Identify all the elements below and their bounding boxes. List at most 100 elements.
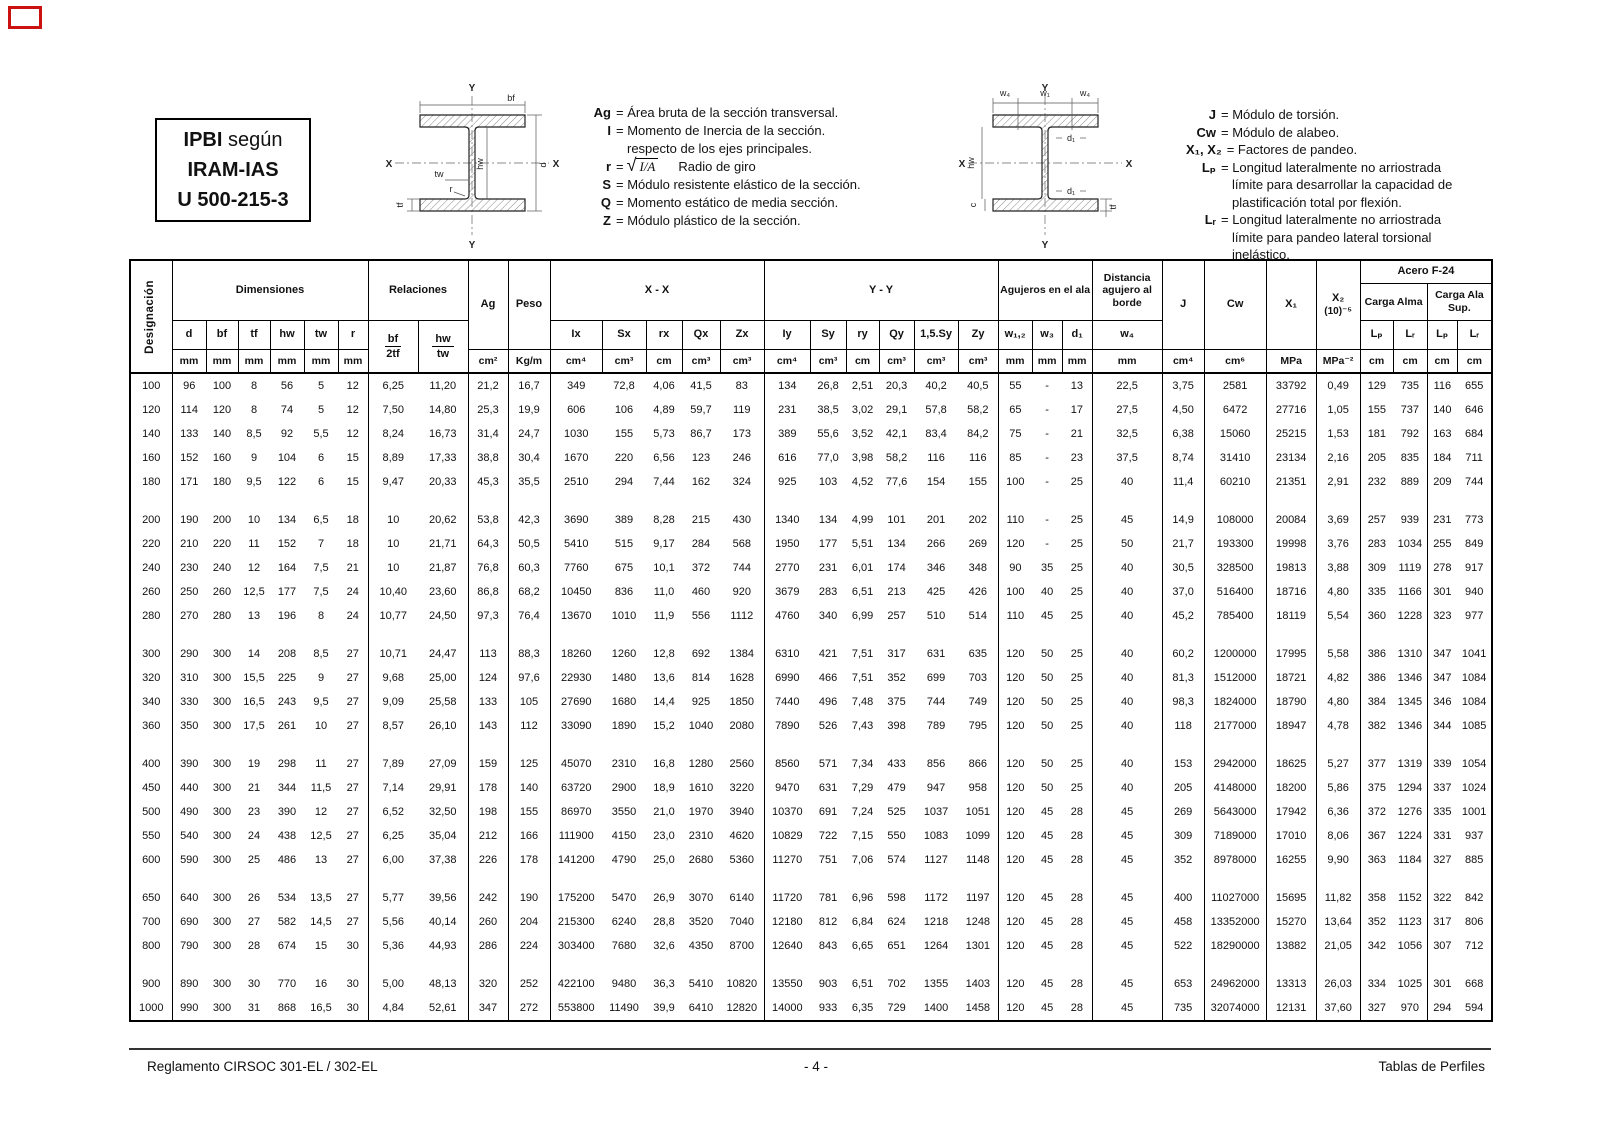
value-cell: 45 [1040,610,1054,622]
legend-text: = √ I/A Radio de giro [616,155,756,175]
value-cell: 27 [346,854,359,866]
value-cell: 88,3 [507,642,550,666]
value-cell: 29,1 [885,404,908,416]
unit-cell: cm⁶ [1203,349,1267,374]
value-cell: 27 [346,916,359,928]
unit-cell: cm³ [913,349,959,374]
sub-header-ry: ry [845,320,880,350]
sub-header-tw: tw [303,320,339,350]
value-cell: 806 [1464,916,1484,928]
value-cell: 342 [1359,934,1394,958]
value-cell: 6,5 [313,514,329,526]
value-cell: 421 [818,648,838,660]
axis-label-x-right: X [1126,159,1133,170]
value-cell: 246 [732,452,751,464]
value-cell: - [1045,514,1049,526]
legend-right-entry: límite para desarrollar la capacidad de [1186,176,1452,194]
value-cell: 6,51 [851,978,874,990]
value-cell: - [1045,476,1049,488]
value-cell: 433 [887,758,906,770]
value-cell: 4350 [688,940,714,952]
value-cell: 5,86 [1315,776,1361,800]
value-cell: 8,57 [367,714,418,738]
value-cell: 101 [887,514,906,526]
value-cell: 45 [1040,1002,1054,1014]
value-cell: 346 [1426,690,1458,714]
value-cell: 947 [926,782,946,794]
value-cell: 389 [614,514,634,526]
value-cell: 208 [277,648,297,660]
value-cell: 164 [277,562,297,574]
legend-right-entry: plastificación total por flexión. [1186,194,1452,212]
value-cell: 10,71 [367,642,418,666]
value-cell: 21 [247,782,261,794]
unit-cell: cm⁴ [763,349,811,374]
value-cell: 9,09 [367,690,418,714]
value-cell: 21,71 [428,538,457,550]
value-cell: 108000 [1203,508,1267,532]
value-cell: 13670 [549,604,602,628]
sub-header-Zx: Zx [719,320,765,350]
value-cell: 3,52 [851,428,874,440]
value-cell: 27 [247,916,261,928]
value-cell: 16 [314,978,328,990]
value-cell: 40 [1091,752,1163,776]
value-cell: 52,61 [428,1002,457,1014]
value-cell: 269 [1161,800,1205,824]
row-designation: 600 [142,854,161,866]
value-cell: 26,03 [1315,972,1361,996]
value-cell: 283 [818,586,838,598]
value-cell: 42,1 [885,428,908,440]
value-cell: 16,8 [653,758,675,770]
col-header-relaciones: Relaciones [367,259,469,321]
value-cell: 13,6 [653,672,675,684]
value-cell: 1850 [729,696,755,708]
row-designation: 200 [142,514,161,526]
value-cell: 28 [247,940,261,952]
value-cell: 174 [887,562,906,574]
value-cell: 4150 [611,830,637,842]
value-cell: 24 [247,830,261,842]
value-cell: 358 [1359,886,1394,910]
value-cell: 1025 [1397,978,1423,990]
value-cell: 1123 [1398,916,1422,928]
value-cell: 120 [997,666,1033,690]
col-header-x1: X₁ [1265,259,1317,350]
value-cell: 12180 [763,910,811,934]
value-cell: 1037 [923,806,949,818]
value-cell: 278 [1426,556,1458,580]
footer-regulation: Reglamento CIRSOC 301-EL / 302-EL [147,1059,378,1074]
sub-header-w4: w₄ [1091,320,1163,350]
value-cell: 330 [171,690,206,714]
value-cell: 4790 [611,854,637,866]
value-cell: 426 [968,586,987,598]
col-header-yy: Y - Y [763,259,999,321]
legend-symbol: I [607,123,611,138]
value-cell: 2,16 [1315,446,1361,470]
row-designation: 450 [142,782,161,794]
value-cell: 120 [997,824,1033,848]
value-cell: 200 [212,514,232,526]
value-cell: 180 [212,476,232,488]
legend-left: Ag = Área bruta de la sección transversal… [585,104,861,230]
value-cell: 10 [367,556,418,580]
value-cell: 24,50 [428,610,457,622]
value-cell: 59,7 [690,404,712,416]
value-cell: 1148 [966,854,990,866]
value-cell: 1051 [965,806,991,818]
value-cell: 17,33 [428,452,457,464]
value-cell: 10829 [763,824,811,848]
value-cell: 27 [346,758,359,770]
value-cell: 11027000 [1203,886,1267,910]
value-cell: 120 [997,690,1033,714]
row-designation: 500 [142,806,161,818]
value-cell: 39,56 [428,892,457,904]
unit-cell: mm [269,349,305,374]
profile-row-180: 180 171 180 9,5 122 6 15 9,47 20,33 45,3 35,5 2510 2… [130,470,1492,494]
value-cell: 1890 [611,720,637,732]
value-cell: 6990 [763,666,811,690]
value-cell: 166 [507,824,550,848]
value-cell: 1084 [1461,696,1487,708]
profile-row-260: 260 250 260 12,5 177 7,5 24 10,40 23,60 86,8 68,2 1… [130,580,1492,604]
value-cell: 339 [1426,752,1458,776]
